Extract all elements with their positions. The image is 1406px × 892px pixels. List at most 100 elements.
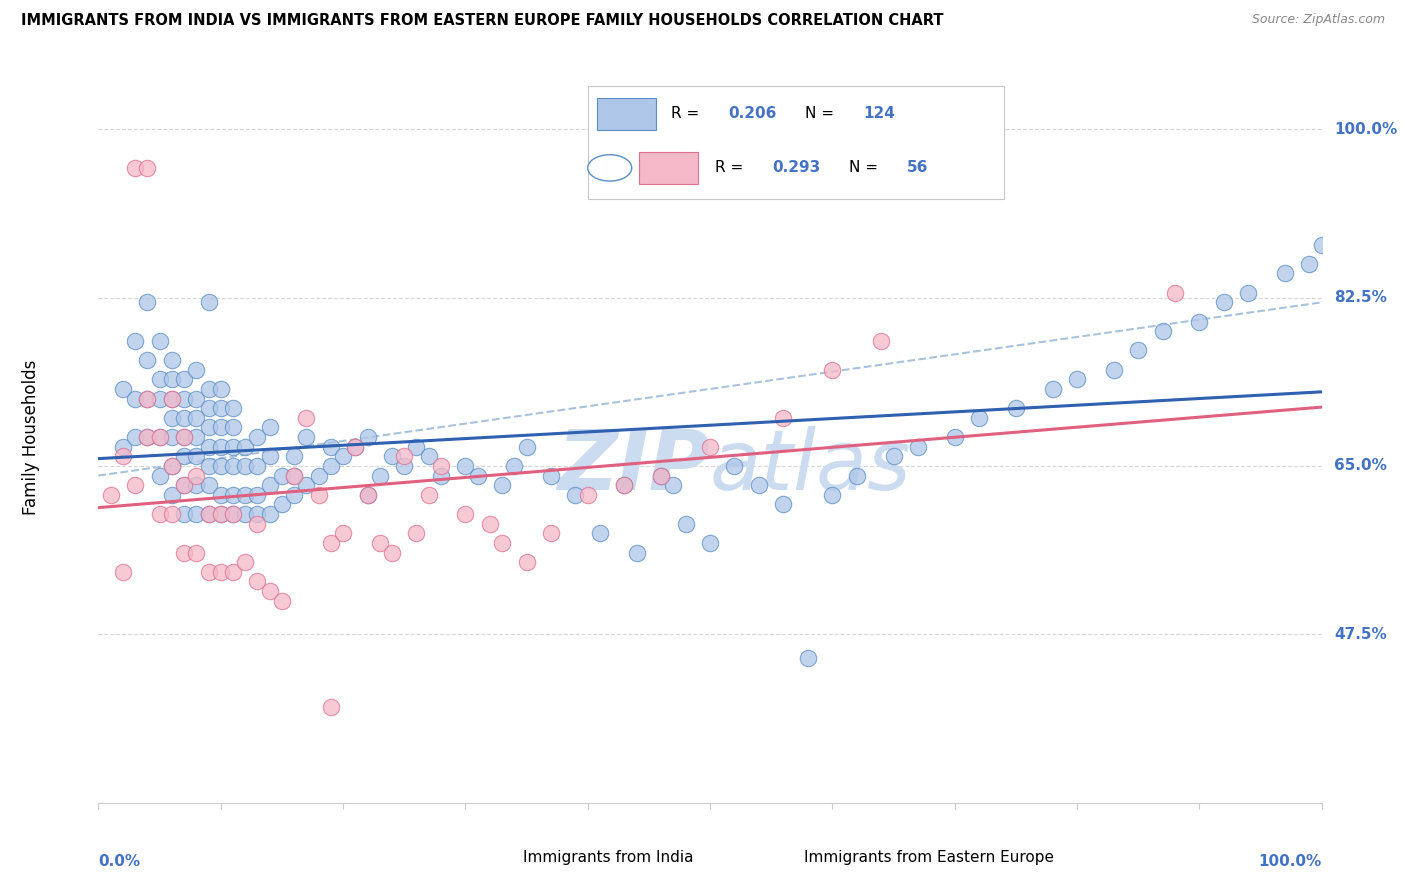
Text: Source: ZipAtlas.com: Source: ZipAtlas.com xyxy=(1251,13,1385,27)
Point xyxy=(1188,315,1211,329)
Text: 47.5%: 47.5% xyxy=(1334,627,1386,642)
Point xyxy=(186,468,208,483)
Point xyxy=(540,526,562,541)
Point xyxy=(478,516,501,531)
Point xyxy=(173,478,195,492)
Point xyxy=(491,536,513,550)
Point xyxy=(209,401,232,416)
Point xyxy=(454,458,477,473)
Point xyxy=(1004,401,1026,416)
Text: 65.0%: 65.0% xyxy=(1334,458,1386,474)
Point xyxy=(381,545,404,559)
Point xyxy=(124,161,146,175)
Point xyxy=(111,440,134,454)
Text: atlas: atlas xyxy=(710,425,911,507)
Point xyxy=(308,468,330,483)
Point xyxy=(308,488,330,502)
Text: IMMIGRANTS FROM INDIA VS IMMIGRANTS FROM EASTERN EUROPE FAMILY HOUSEHOLDS CORREL: IMMIGRANTS FROM INDIA VS IMMIGRANTS FROM… xyxy=(21,13,943,29)
Point xyxy=(454,507,477,521)
Point xyxy=(173,410,195,425)
Point xyxy=(613,478,636,492)
Text: Immigrants from Eastern Europe: Immigrants from Eastern Europe xyxy=(804,850,1054,865)
Point xyxy=(259,450,281,464)
FancyBboxPatch shape xyxy=(640,152,697,184)
Point xyxy=(136,392,159,406)
Point xyxy=(136,161,159,175)
Point xyxy=(197,420,219,434)
Point xyxy=(136,430,159,444)
Point xyxy=(136,295,159,310)
Point xyxy=(699,536,721,550)
Point xyxy=(136,353,159,368)
Point xyxy=(173,478,195,492)
Point xyxy=(259,420,281,434)
Point xyxy=(503,458,526,473)
Point xyxy=(589,526,612,541)
Point xyxy=(1066,372,1088,386)
FancyBboxPatch shape xyxy=(772,849,799,866)
Point xyxy=(392,458,416,473)
Point xyxy=(797,651,820,665)
Point xyxy=(467,468,489,483)
Circle shape xyxy=(588,154,631,181)
Point xyxy=(197,565,219,579)
Point xyxy=(186,392,208,406)
Point xyxy=(650,468,672,483)
Point xyxy=(491,478,513,492)
Point xyxy=(222,458,245,473)
Point xyxy=(160,392,183,406)
Point xyxy=(1274,267,1296,281)
Point xyxy=(197,401,219,416)
Point xyxy=(149,507,172,521)
Point xyxy=(515,440,537,454)
Point xyxy=(319,440,342,454)
Point xyxy=(1212,295,1234,310)
Point xyxy=(197,478,219,492)
Point xyxy=(540,468,562,483)
Point xyxy=(233,488,256,502)
Point xyxy=(564,488,586,502)
Point xyxy=(197,507,219,521)
Point xyxy=(173,507,195,521)
Point xyxy=(186,507,208,521)
Point xyxy=(160,372,183,386)
Point xyxy=(209,458,232,473)
Point xyxy=(197,382,219,396)
Point xyxy=(173,430,195,444)
Text: R =: R = xyxy=(714,161,748,176)
Point xyxy=(246,574,269,589)
Point xyxy=(197,507,219,521)
Point xyxy=(222,401,245,416)
Point xyxy=(246,516,269,531)
Point xyxy=(173,430,195,444)
Point xyxy=(209,565,232,579)
Point xyxy=(259,507,281,521)
Point xyxy=(222,440,245,454)
Point xyxy=(186,478,208,492)
Text: 0.0%: 0.0% xyxy=(98,854,141,869)
Point xyxy=(821,362,844,376)
Point xyxy=(124,478,146,492)
Point xyxy=(136,392,159,406)
Point xyxy=(1237,285,1260,300)
Point xyxy=(246,488,269,502)
Point xyxy=(186,545,208,559)
Point xyxy=(430,458,453,473)
Point xyxy=(418,450,440,464)
Point xyxy=(748,478,770,492)
Point xyxy=(233,458,256,473)
Point xyxy=(246,507,269,521)
Point xyxy=(186,430,208,444)
Point xyxy=(173,372,195,386)
Point xyxy=(356,488,378,502)
FancyBboxPatch shape xyxy=(489,849,517,866)
Point xyxy=(197,458,219,473)
Point xyxy=(149,468,172,483)
Point xyxy=(1128,343,1150,358)
Point xyxy=(209,488,232,502)
Point xyxy=(149,334,172,348)
Point xyxy=(907,440,929,454)
Point xyxy=(186,450,208,464)
Point xyxy=(699,440,721,454)
Point xyxy=(270,593,294,607)
